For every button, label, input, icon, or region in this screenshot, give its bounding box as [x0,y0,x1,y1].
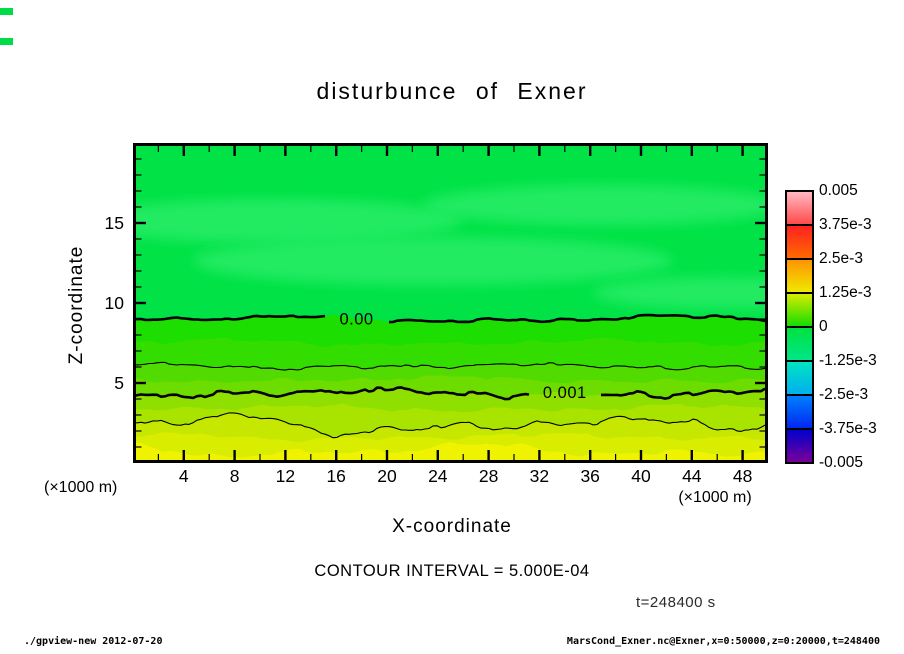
x-tick-label: 40 [631,466,651,486]
x-tick-label: 24 [428,466,448,486]
colorbar-cell [787,258,812,292]
y-tick-label: 5 [114,373,124,393]
colorbar-cell [787,292,812,326]
shade-patch [193,237,673,285]
y-tick-label: 15 [104,213,124,233]
colorbar-tick-label: -3.75e-3 [819,420,877,437]
contour-label: 0.00 [339,311,373,329]
x-tick-label: 36 [580,466,600,486]
page-title: disturbunce of Exner [316,78,588,104]
x-tick-label: 32 [529,466,550,486]
colorbar-tick-label: -1.25e-3 [819,352,877,369]
x-tick-label: 16 [326,466,346,486]
contour-band [133,442,768,463]
colorbar [785,190,814,464]
colorbar-tick-label: 1.25e-3 [819,284,872,301]
x-tick-label: 28 [478,466,499,486]
colorbar-cell [787,224,812,258]
contour-line [133,386,766,401]
stray-mark-icon [0,38,13,45]
x-tick-label: 20 [377,466,397,486]
colorbar-tick-label: 0.005 [819,182,858,199]
contour-plot-canvas: 0.00 0.001 [133,143,768,463]
plot-frame [133,143,768,463]
colorbar-cell [787,360,812,394]
footer-source-text: MarsCond_Exner.nc@Exner,x=0:50000,z=0:20… [566,636,880,647]
stray-mark-icon [0,8,13,15]
x-axis-unit: (×1000 m) [678,489,752,506]
shade-patch [133,199,463,243]
colorbar-tick-label: -0.005 [819,454,863,471]
x-tick-label: 8 [229,466,240,486]
contour-layers [133,143,768,463]
contour-label: 0.001 [543,384,587,402]
colorbar-cell [787,394,812,428]
colorbar-cell [787,192,812,224]
colorbar-tick-label: 0 [819,318,828,335]
colorbar-cell [787,428,812,462]
time-annotation: t=248400 s [636,594,716,611]
x-tick-label: 44 [682,466,702,486]
y-tick-label: 10 [104,293,124,313]
x-axis-title: X-coordinate [392,516,512,537]
x-tick-label: 48 [732,466,753,486]
colorbar-cell [787,326,812,360]
contour-line [133,361,766,371]
contour-interval-note: CONTOUR INTERVAL = 5.000E-04 [314,562,590,580]
contour-line [133,313,766,324]
z-axis-unit: (×1000 m) [44,479,118,496]
shade-patch [593,277,768,309]
x-tick-label: 4 [178,466,189,486]
colorbar-tick-label: 3.75e-3 [819,216,872,233]
colorbar-tick-label: 2.5e-3 [819,250,863,267]
footer-command-text: ./gpview-new 2012-07-20 [24,636,163,647]
axis-ticks [136,146,765,460]
colorbar-tick-label: -2.5e-3 [819,386,869,403]
x-tick-label: 12 [275,466,296,486]
contour-line [133,412,766,439]
shade-patch [423,185,768,225]
